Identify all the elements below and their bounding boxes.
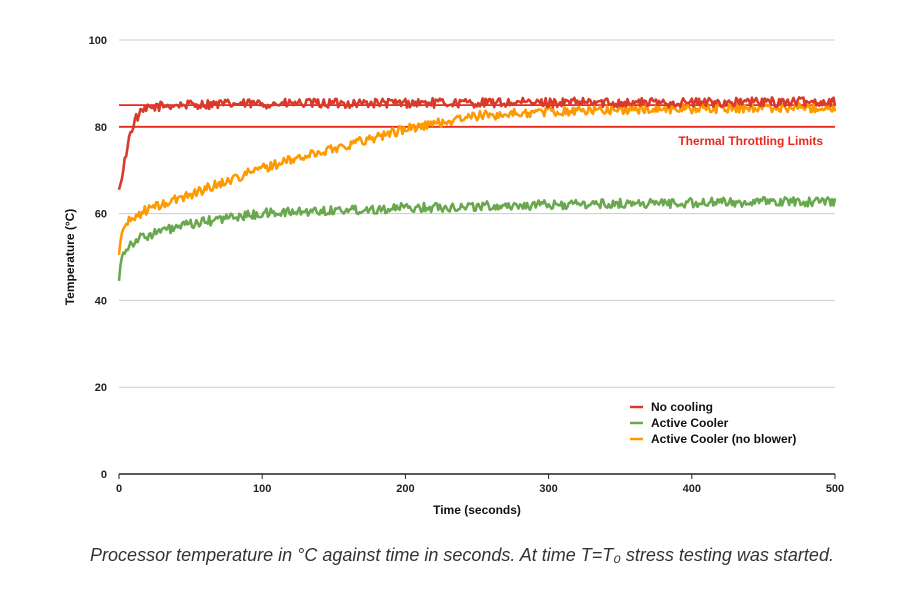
x-axis-title: Time (seconds) bbox=[433, 503, 521, 517]
series-layer bbox=[117, 96, 837, 282]
thermal-throttling-annotation: Thermal Throttling Limits bbox=[678, 134, 823, 148]
x-tick-labels: 0 100 200 300 400 500 bbox=[116, 474, 844, 495]
legend-label: No cooling bbox=[651, 400, 713, 414]
x-tick-label: 500 bbox=[826, 483, 844, 495]
y-tick-label: 60 bbox=[95, 209, 107, 221]
x-tick-label: 0 bbox=[116, 483, 122, 495]
y-axis-title: Temperature (°C) bbox=[63, 209, 77, 306]
temperature-line-chart: 0 20 40 60 80 100 0 100 200 300 400 500 Time (seco… bbox=[63, 35, 844, 517]
y-tick-labels: 0 20 40 60 80 100 bbox=[89, 35, 107, 481]
y-tick-label: 80 bbox=[95, 122, 107, 134]
x-tick-label: 300 bbox=[539, 483, 557, 495]
x-tick-label: 100 bbox=[253, 483, 271, 495]
series-line-1 bbox=[117, 195, 837, 282]
legend-label: Active Cooler (no blower) bbox=[651, 432, 796, 446]
series-line-0 bbox=[117, 96, 837, 191]
series-line-2 bbox=[117, 102, 837, 255]
y-tick-label: 0 bbox=[101, 469, 107, 481]
y-tick-label: 100 bbox=[89, 35, 107, 47]
legend-label: Active Cooler bbox=[651, 416, 729, 430]
figure-caption: Processor temperature in °C against time… bbox=[90, 545, 834, 565]
y-tick-label: 40 bbox=[95, 295, 107, 307]
x-tick-label: 200 bbox=[396, 483, 414, 495]
x-tick-label: 400 bbox=[683, 483, 701, 495]
y-tick-label: 20 bbox=[95, 382, 107, 394]
legend: No cooling Active Cooler Active Cooler (no… bbox=[630, 400, 796, 446]
